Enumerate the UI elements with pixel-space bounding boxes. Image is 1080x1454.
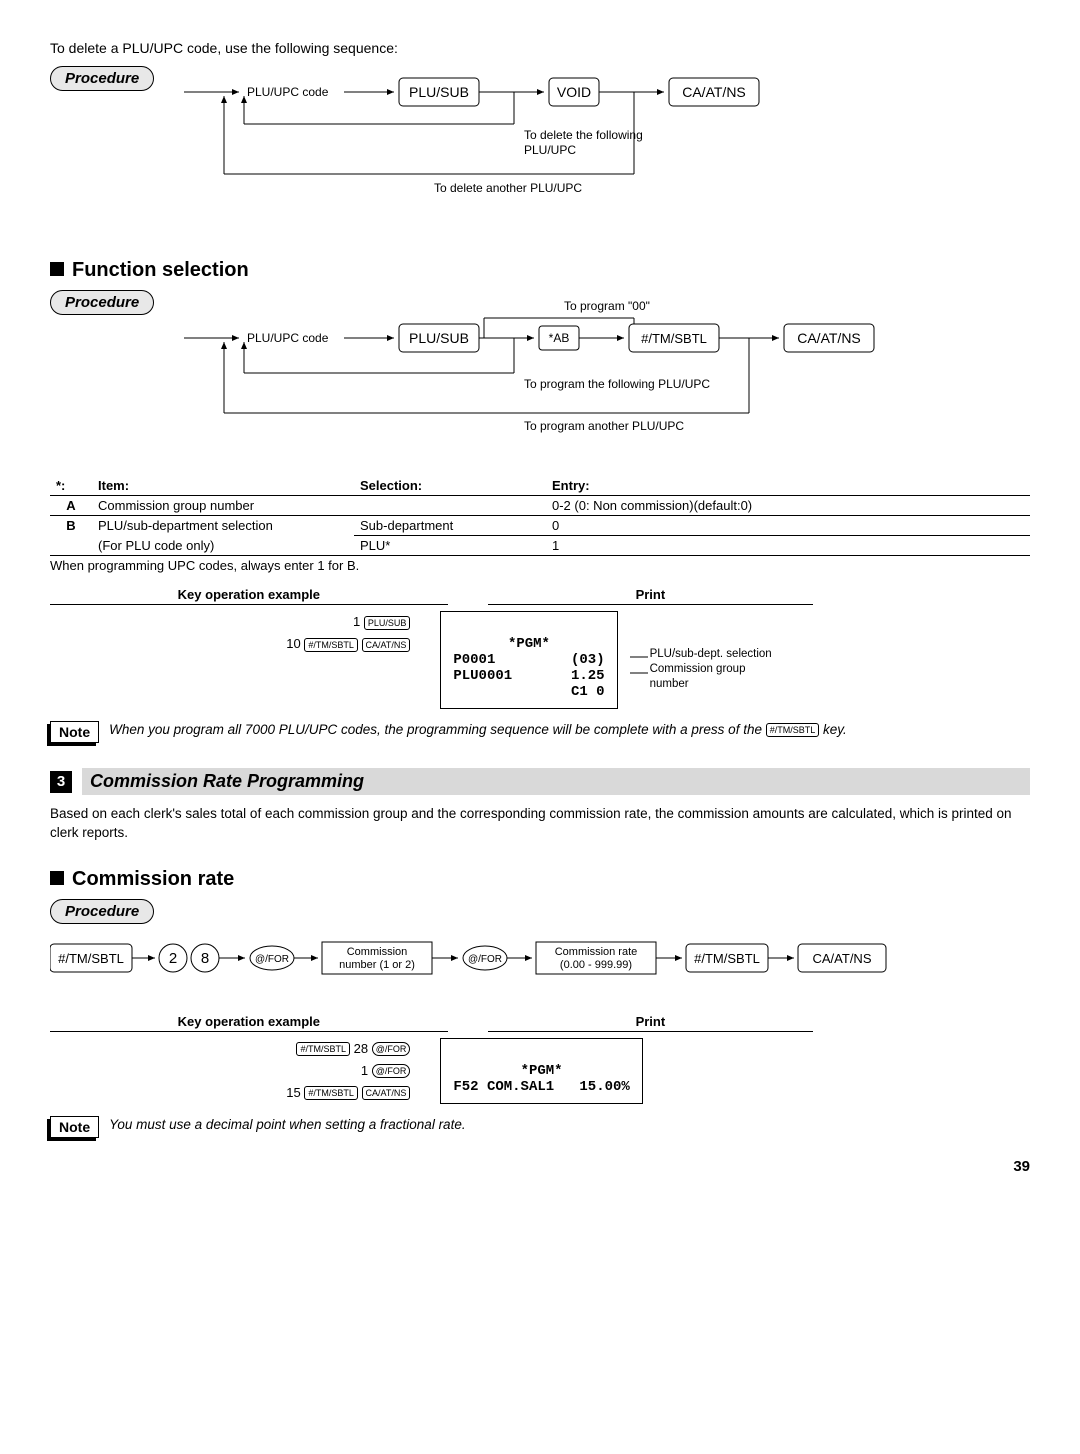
- diag2-key2: #/TM/SBTL: [641, 331, 707, 346]
- print-output-2: *PGM*F52 COM.SAL1 15.00%: [440, 1038, 642, 1104]
- kp-header-left: Key operation example: [50, 587, 448, 605]
- svg-text:8: 8: [201, 950, 209, 967]
- page-number: 39: [50, 1158, 1030, 1175]
- key-ca-at-ns: CA/AT/NS: [682, 84, 746, 100]
- svg-text:@/FOR: @/FOR: [255, 954, 289, 965]
- procedure-label-2: Procedure: [50, 290, 154, 315]
- procedure-label-1: Procedure: [50, 66, 154, 91]
- items-table: *: Item: Selection: Entry: A Commission …: [50, 476, 1030, 573]
- svg-text:#/TM/SBTL: #/TM/SBTL: [694, 951, 760, 966]
- key-op-example-1: 1 PLU/SUB 10 #/TM/SBTL CA/AT/NS *PGM*P00…: [50, 611, 1030, 709]
- diag1-note2: To delete another PLU/UPC: [434, 181, 582, 195]
- diag2-ab: *AB: [549, 331, 570, 345]
- diag2-note1: To program the following PLU/UPC: [524, 377, 710, 391]
- kp2-header-left: Key operation example: [50, 1014, 448, 1032]
- node-plu-upc-code: PLU/UPC code: [247, 85, 329, 99]
- table-footnote: When programming UPC codes, always enter…: [50, 558, 1030, 573]
- diagram-commission-rate: #/TM/SBTL 2 8 @/FOR Commission number (1…: [50, 934, 1030, 994]
- svg-text:2: 2: [169, 950, 177, 967]
- kp-header-right: Print: [488, 587, 813, 605]
- svg-text:Commission rate: Commission rate: [555, 946, 638, 958]
- svg-text:@/FOR: @/FOR: [468, 954, 502, 965]
- section-3-desc: Based on each clerk's sales total of eac…: [50, 805, 1030, 843]
- svg-text:Commission: Commission: [347, 946, 408, 958]
- key-op-example-2: #/TM/SBTL 28 @/FOR 1 @/FOR 15 #/TM/SBTL …: [50, 1038, 1030, 1104]
- print-output-1: *PGM*P0001 (03) PLU0001 1.25 C1 0: [440, 611, 617, 709]
- section-3-header: 3 Commission Rate Programming: [50, 768, 1030, 795]
- diag1-note1a: To delete the following: [524, 128, 643, 142]
- procedure-label-3: Procedure: [50, 899, 154, 924]
- diag2-top: To program "00": [564, 299, 650, 313]
- diag1-note1b: PLU/UPC: [524, 143, 576, 157]
- intro-text: To delete a PLU/UPC code, use the follow…: [50, 40, 1030, 56]
- svg-text:CA/AT/NS: CA/AT/NS: [813, 951, 872, 966]
- diagram-function-selection: To program "00" PLU/UPC code PLU/SUB *AB…: [184, 298, 924, 448]
- diagram-delete: PLU/UPC code PLU/SUB VOID CA/AT/NS To de…: [184, 74, 844, 214]
- kp2-header-right: Print: [488, 1014, 813, 1032]
- diag2-key1: PLU/SUB: [409, 330, 469, 346]
- svg-text:(0.00 - 999.99): (0.00 - 999.99): [560, 959, 632, 971]
- heading-commission-rate: Commission rate: [50, 868, 1030, 891]
- diag2-node1: PLU/UPC code: [247, 331, 329, 345]
- diag2-note2: To program another PLU/UPC: [524, 419, 684, 433]
- svg-text:number (1 or 2): number (1 or 2): [339, 959, 415, 971]
- diag2-key3: CA/AT/NS: [797, 330, 861, 346]
- heading-function-selection: Function selection: [50, 259, 1030, 282]
- svg-text:#/TM/SBTL: #/TM/SBTL: [58, 951, 124, 966]
- note-2: Note You must use a decimal point when s…: [50, 1116, 1030, 1138]
- key-plu-sub: PLU/SUB: [409, 84, 469, 100]
- key-void: VOID: [557, 84, 591, 100]
- note-1: Note When you program all 7000 PLU/UPC c…: [50, 721, 1030, 743]
